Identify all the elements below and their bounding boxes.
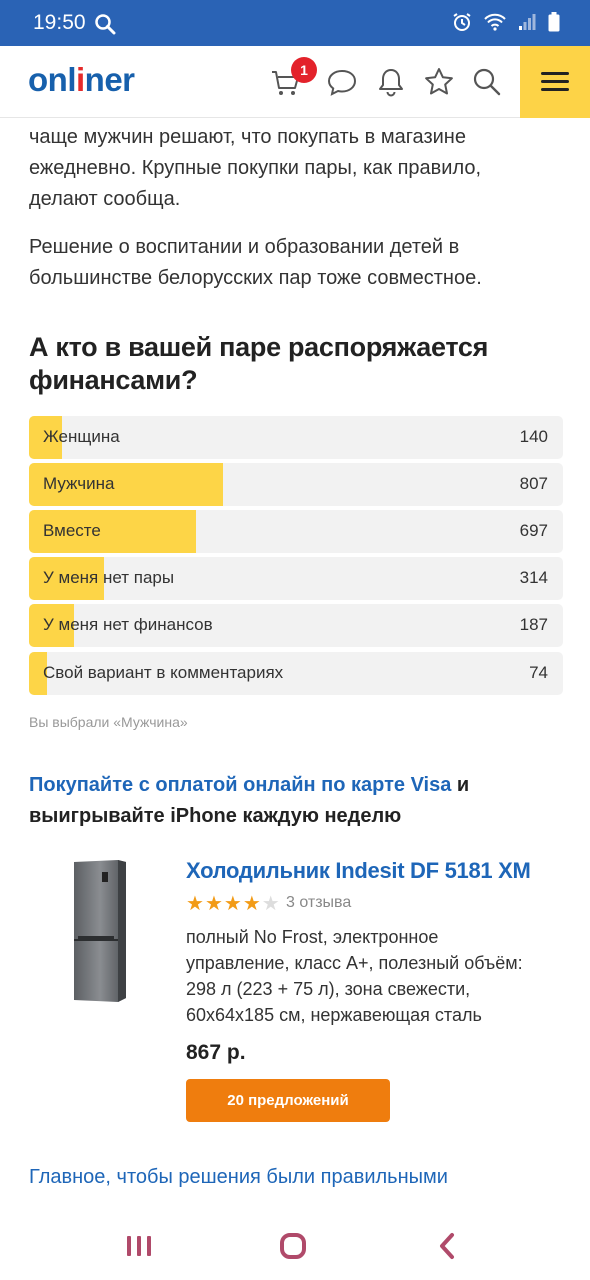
bell-icon[interactable] (375, 66, 407, 98)
promo-text: Покупайте с оплатой онлайн по карте Visa… (29, 774, 470, 827)
product-rating: ★ ★ ★ ★ ★ (186, 893, 280, 915)
status-time: 19:50 (33, 11, 86, 34)
alarm-icon (453, 13, 471, 31)
poll-option-label: Вместе (43, 521, 101, 540)
article-paragraph: чаще мужчин решают, что покупать в магаз… (29, 126, 482, 210)
cart-badge: 1 (291, 57, 317, 83)
poll-option-count: 807 (519, 474, 548, 493)
status-search-icon (95, 14, 116, 35)
offers-button[interactable]: 20 предложений (186, 1079, 390, 1122)
onliner-logo[interactable]: onliner (28, 61, 135, 98)
poll-option[interactable]: Вместе 697 (29, 510, 563, 553)
status-bar: 19:50 (0, 0, 590, 46)
poll-option-label: Женщина (43, 427, 120, 446)
poll-title: А кто в вашей паре распоряжается финанса… (29, 332, 489, 395)
poll-option[interactable]: Мужчина 807 (29, 463, 563, 506)
article-paragraph: Решение о воспитании и образовании детей… (29, 236, 482, 289)
poll-option-label: У меня нет пары (43, 568, 175, 587)
recent-apps-icon[interactable] (126, 1234, 152, 1258)
product-title[interactable]: Холодильник Indesit DF 5181 XM (186, 858, 531, 883)
poll-option-count: 187 (519, 615, 548, 634)
poll-option[interactable]: У меня нет пары 314 (29, 557, 563, 600)
poll-bar (29, 652, 47, 695)
poll-option-count: 74 (529, 663, 548, 682)
poll-bar (29, 557, 105, 600)
home-icon[interactable] (279, 1232, 307, 1260)
battery-icon (548, 12, 560, 32)
poll-bar (29, 604, 74, 647)
star-filled-icon: ★ (186, 893, 204, 915)
product-price: 867 р. (186, 1041, 246, 1064)
site-header: onliner 1 (0, 46, 590, 118)
poll-option[interactable]: Свой вариант в комментариях 74 (29, 652, 563, 695)
poll-option[interactable]: У меня нет финансов 187 (29, 604, 563, 647)
promo-link[interactable]: Покупайте с оплатой онлайн по карте Visa (29, 774, 452, 796)
poll-option-count: 140 (519, 427, 548, 446)
poll-option[interactable]: Женщина 140 (29, 416, 563, 459)
android-nav-bar (0, 1212, 590, 1280)
fridge-image[interactable] (72, 858, 128, 1004)
poll-bar (29, 416, 63, 459)
poll-option-label: Свой вариант в комментариях (43, 663, 284, 682)
poll-option-count: 314 (519, 568, 548, 587)
product-description: полный No Frost, электронное управление,… (186, 927, 523, 1025)
back-icon[interactable] (437, 1232, 457, 1260)
wifi-icon (484, 13, 506, 31)
poll-option-label: Мужчина (43, 474, 115, 493)
menu-button[interactable] (520, 46, 590, 118)
search-icon[interactable] (471, 66, 503, 98)
signal-icon (519, 14, 536, 30)
poll-bar (29, 510, 197, 553)
chat-icon[interactable] (326, 66, 358, 98)
reviews-link[interactable]: 3 отзыва (286, 894, 352, 911)
poll-bar (29, 463, 223, 506)
star-icon[interactable] (423, 66, 455, 98)
star-filled-icon: ★ (223, 893, 242, 915)
star-filled-icon: ★ (242, 893, 261, 915)
poll-option-label: У меня нет финансов (43, 615, 213, 634)
poll-option-count: 697 (519, 521, 548, 540)
star-filled-icon: ★ (204, 893, 223, 915)
poll-choice-note: Вы выбрали «Мужчина» (29, 714, 188, 730)
related-article-link[interactable]: Главное, чтобы решения были правильными (29, 1166, 448, 1188)
star-empty-icon: ★ (261, 893, 280, 915)
